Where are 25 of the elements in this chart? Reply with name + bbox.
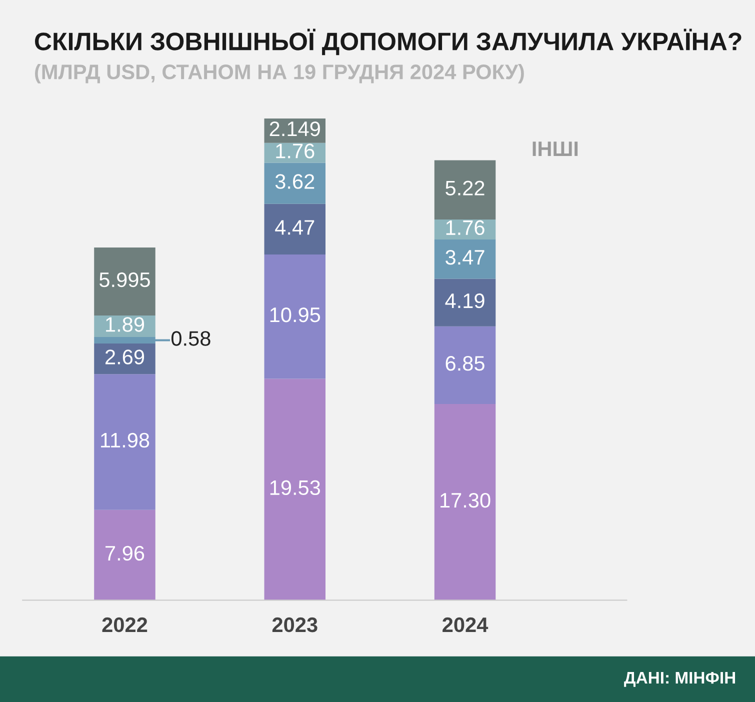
chart-subtitle: (МЛРД USD, СТАНОМ НА 19 ГРУДНЯ 2024 РОКУ) [35, 64, 524, 84]
text: ДАНІ: МІНФІН [624, 672, 736, 687]
data-label: 1.76 [276, 144, 314, 158]
series-label: ІНШІ [532, 142, 578, 156]
data-label: 1.89 [106, 317, 144, 332]
data-label: 0.58 [171, 331, 210, 346]
data-label: 4.19 [445, 293, 484, 308]
data-label: 1.76 [446, 220, 484, 236]
data-label: 19.53 [270, 480, 320, 496]
data-label: 5.995 [100, 272, 150, 288]
data-label: 10.95 [270, 307, 320, 322]
data-label: 3.62 [275, 174, 314, 189]
x-tick-label: 2022 [102, 617, 148, 632]
data-label: 7.96 [106, 546, 144, 561]
data-label: 17.30 [440, 492, 490, 508]
x-tick-label: 2024 [442, 617, 488, 632]
data-label: 11.98 [101, 432, 150, 448]
data-label: 5.22 [446, 180, 484, 196]
chart-title: СКІЛЬКИ ЗОВНІШНЬОЇ ДОПОМОГИ ЗАЛУЧИЛА УКРАЇНА? [35, 28, 742, 56]
data-label: 4.47 [275, 220, 314, 235]
data-label: 2.69 [106, 350, 144, 364]
data-label: 2.149 [270, 121, 320, 136]
x-tick-label: 2023 [272, 617, 318, 632]
data-label: 6.85 [446, 356, 484, 371]
data-label: 3.47 [446, 250, 484, 265]
